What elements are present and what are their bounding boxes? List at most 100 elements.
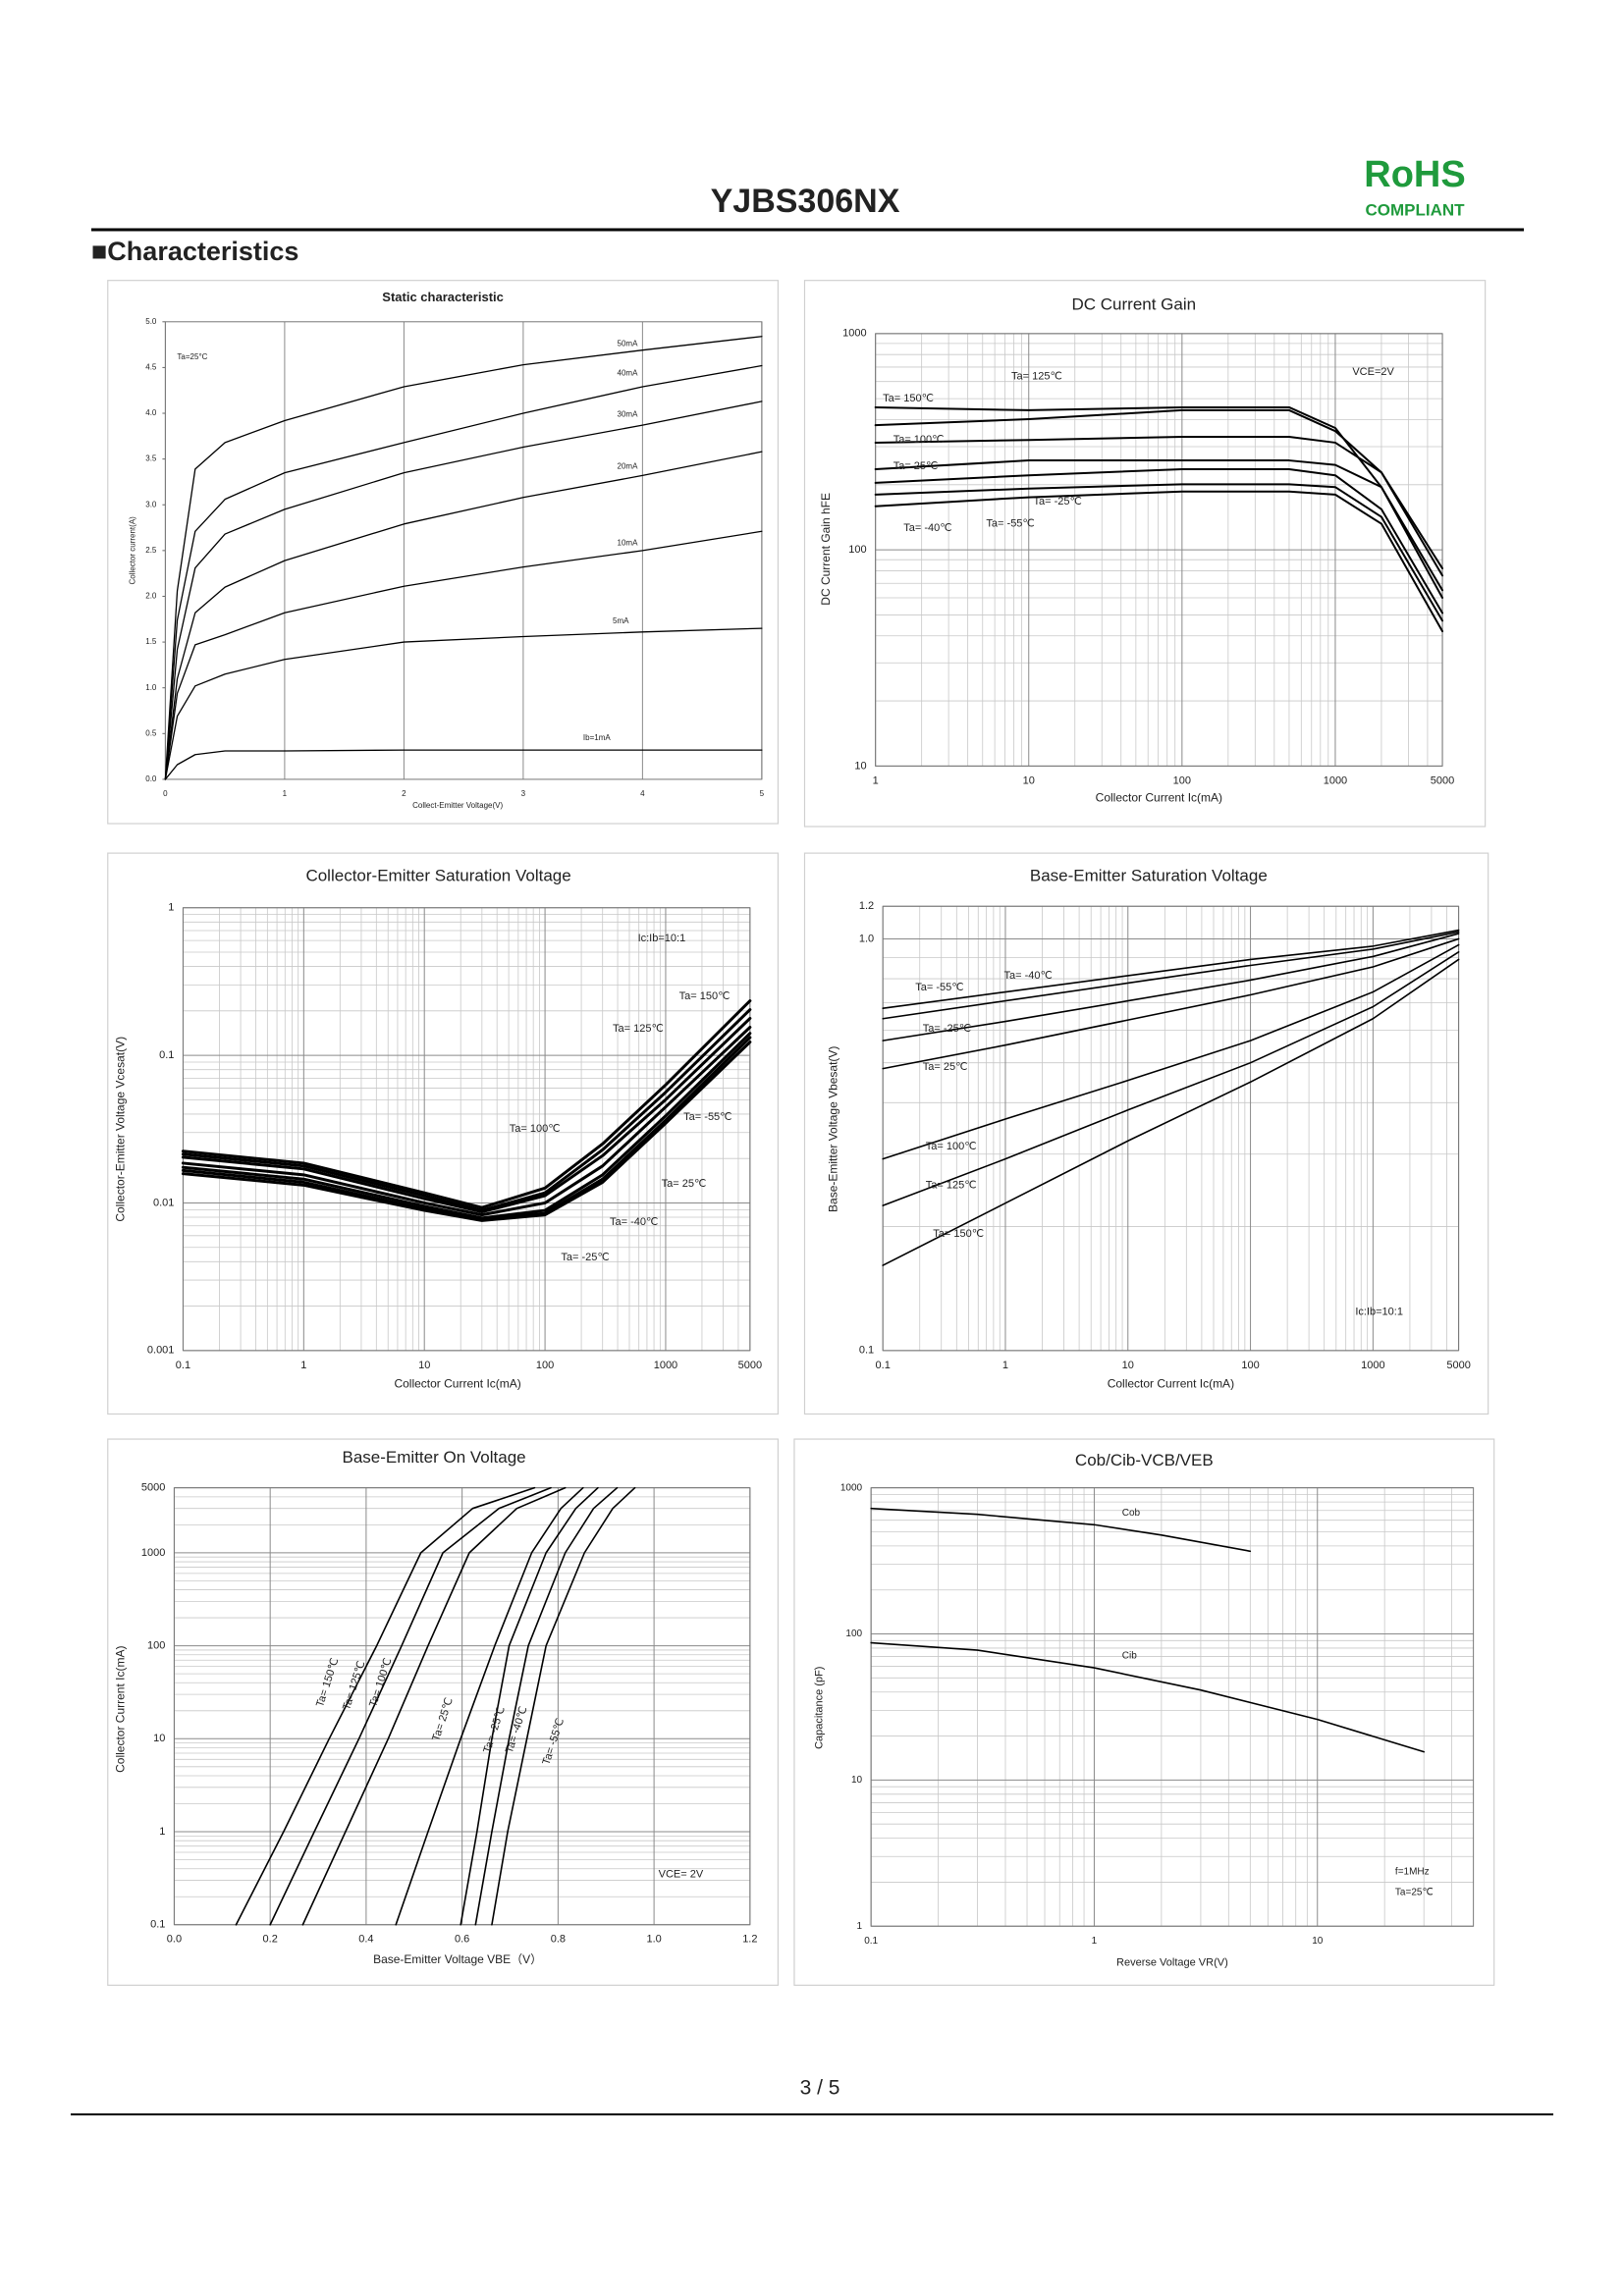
y-tick-label: 3.5	[145, 454, 157, 463]
plot-border	[882, 905, 1460, 1352]
x-axis-label: Collector Current Ic(mA)	[394, 1377, 520, 1391]
series-line	[882, 951, 1460, 1206]
x-axis-label: Collector Current Ic(mA)	[1108, 1377, 1234, 1391]
plot-border	[875, 333, 1443, 767]
series-line	[874, 490, 1444, 633]
x-tick-label: 1	[283, 789, 288, 798]
x-tick-label: 1	[1092, 1936, 1098, 1947]
x-tick-label: 0.0	[167, 1934, 182, 1946]
series-label: Ta= -25℃	[1034, 496, 1082, 507]
chart-title: Collector-Emitter Saturation Voltage	[305, 867, 570, 885]
section-title: ■Characteristics	[91, 237, 298, 266]
series-label: Ta= 100℃	[926, 1141, 977, 1152]
x-tick-label: 1000	[654, 1360, 677, 1371]
y-tick-label: 3.0	[145, 500, 157, 508]
x-tick-label: 4	[640, 789, 645, 798]
series-line	[882, 931, 1460, 1020]
y-tick-label: 10	[153, 1733, 165, 1744]
series-line	[235, 1486, 536, 1926]
series-line	[460, 1486, 599, 1926]
doc-title: YJBS306NX	[711, 183, 900, 220]
x-tick-label: 5000	[1431, 774, 1454, 786]
annotation: VCE= 2V	[659, 1869, 704, 1881]
series-label: Ta= -40℃	[610, 1216, 658, 1228]
x-tick-label: 5000	[738, 1360, 762, 1371]
y-tick-label: 4.5	[145, 363, 157, 372]
chart-title: DC Current Gain	[1071, 295, 1196, 314]
series-label: Ta= -55℃	[915, 982, 963, 993]
series-line	[395, 1486, 584, 1926]
rohs-compliant: COMPLIANT	[1365, 200, 1465, 219]
series-label: Ta= -40℃	[903, 522, 951, 534]
y-axis-label: Collector current(A)	[128, 516, 136, 585]
series-label: 30mA	[618, 410, 639, 419]
series-label: Ta= 25℃	[893, 460, 939, 472]
series-line	[491, 1486, 636, 1926]
y-axis-label: DC Current Gain hFE	[819, 493, 833, 606]
series-line	[882, 929, 1460, 1010]
x-axis-label: Collect-Emitter Voltage(V)	[412, 801, 503, 810]
x-tick-label: 0.1	[864, 1936, 878, 1947]
y-axis-label: Collector Current Ic(mA)	[113, 1646, 127, 1773]
chart-title: Base-Emitter Saturation Voltage	[1030, 867, 1268, 885]
x-tick-label: 3	[521, 789, 526, 798]
y-tick-label: 1.0	[145, 683, 157, 692]
series-label: 20mA	[618, 461, 639, 470]
y-tick-label: 0.5	[145, 728, 157, 737]
x-tick-label: 2	[402, 789, 406, 798]
series-line	[474, 1486, 619, 1926]
series-line	[181, 999, 752, 1209]
series-line	[181, 1008, 752, 1212]
y-tick-label: 0.1	[159, 1049, 174, 1061]
chart-frame	[107, 280, 780, 825]
x-tick-label: 0.1	[176, 1360, 190, 1371]
series-label: Ta= 150℃	[679, 990, 731, 1002]
x-tick-label: 100	[1173, 774, 1191, 786]
y-tick-label: 2.5	[145, 546, 157, 555]
x-tick-label: 10	[1122, 1360, 1134, 1371]
x-tick-label: 1.0	[646, 1934, 661, 1946]
x-tick-label: 5	[760, 789, 765, 798]
chart-frame	[803, 852, 1489, 1415]
series-line	[882, 943, 1460, 1160]
rohs-logo: RoHS	[1364, 154, 1465, 195]
series-label: 10mA	[618, 538, 639, 547]
x-tick-label: 1	[873, 774, 879, 786]
series-label: Ta= -55℃	[986, 518, 1034, 530]
y-tick-label: 1	[857, 1921, 863, 1932]
y-tick-label: 1.0	[859, 933, 874, 944]
series-line	[164, 451, 763, 780]
x-axis-label: Base-Emitter Voltage VBE（V）	[373, 1952, 542, 1966]
y-tick-label: 100	[845, 1629, 862, 1639]
series-label: 40mA	[618, 369, 639, 378]
series-label: Ta= 150℃	[933, 1228, 984, 1240]
x-tick-label: 1	[1002, 1360, 1008, 1371]
series-label: 50mA	[618, 339, 639, 347]
series-label: 5mA	[613, 616, 629, 625]
series-label: Ib=1mA	[583, 733, 611, 742]
series-line	[870, 1507, 1252, 1553]
series-line	[164, 400, 763, 780]
series-line	[181, 1032, 752, 1220]
x-tick-label: 1	[300, 1360, 306, 1371]
y-tick-label: 1.2	[859, 900, 874, 912]
y-tick-label: 100	[848, 544, 866, 556]
chart-frame	[107, 852, 780, 1415]
series-label: Ta= 25℃	[923, 1061, 968, 1073]
y-tick-label: 1	[168, 902, 174, 914]
chart-frame	[803, 280, 1487, 828]
chart-title: Base-Emitter On Voltage	[343, 1448, 526, 1467]
y-tick-label: 5000	[141, 1482, 165, 1494]
x-tick-label: 0.2	[263, 1934, 278, 1946]
y-tick-label: 10	[851, 1775, 863, 1786]
annotation: Ic:Ib=10:1	[638, 933, 686, 944]
y-axis-label: Capacitance (pF)	[813, 1667, 825, 1749]
x-tick-label: 0.8	[551, 1934, 566, 1946]
x-tick-label: 1000	[1324, 774, 1347, 786]
plot-border	[173, 1487, 751, 1926]
series-label: Ta= -25℃	[923, 1023, 971, 1035]
chart-title: Static characteristic	[382, 290, 504, 304]
series-line	[882, 933, 1460, 1041]
